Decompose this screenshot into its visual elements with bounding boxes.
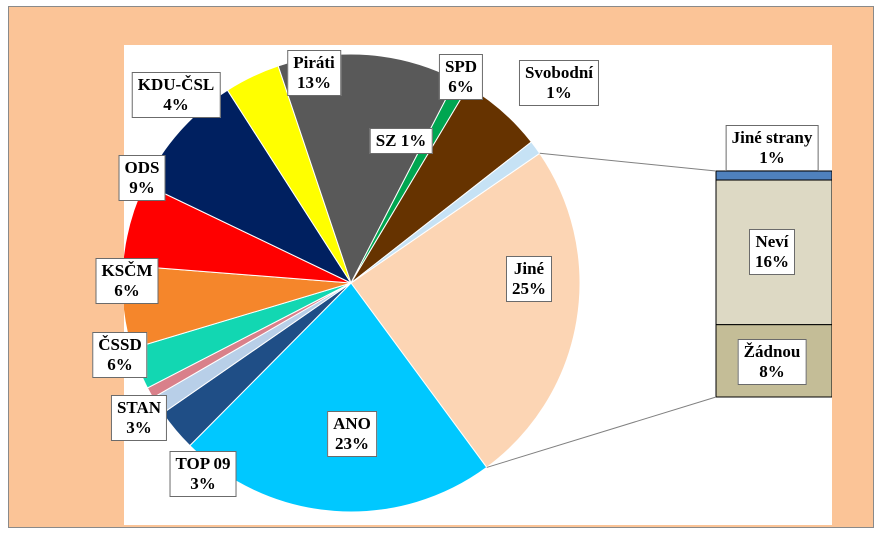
label-stan: STAN 3%: [110, 395, 168, 441]
connector-line-bottom: [486, 396, 717, 468]
label-zadnou: Žádnou 8%: [737, 339, 807, 385]
pie-slice-jine: [350, 152, 581, 469]
label-top09: TOP 09 3%: [169, 451, 237, 497]
label-sz: SZ 1%: [369, 128, 433, 154]
label-kdu-csl: KDU-ČSL 4%: [131, 72, 221, 118]
label-spd: SPD 6%: [438, 54, 484, 100]
label-pirati: Piráti 13%: [287, 50, 341, 96]
label-ods: ODS 9%: [118, 155, 166, 201]
label-cssd: ČSSD 6%: [92, 332, 148, 378]
chart-frame: Jiné 25% ANO 23% TOP 09 3% STAN 3% ČSSD 6% KS…: [8, 6, 874, 528]
pie-slice-svobodni: [350, 141, 541, 284]
connector-line-top: [539, 152, 717, 172]
label-kscm: KSČM 6%: [95, 258, 159, 304]
label-ano: ANO 23%: [327, 411, 377, 457]
label-nevi: Neví 16%: [749, 229, 795, 275]
bar-segment-jine-strany: [715, 170, 832, 181]
label-jine: Jiné 25%: [506, 256, 552, 302]
label-svobodni: Svobodní 1%: [518, 60, 600, 106]
plot-area: Jiné 25% ANO 23% TOP 09 3% STAN 3% ČSSD 6% KS…: [92, 45, 832, 525]
label-jine-strany: Jiné strany 1%: [725, 125, 819, 171]
